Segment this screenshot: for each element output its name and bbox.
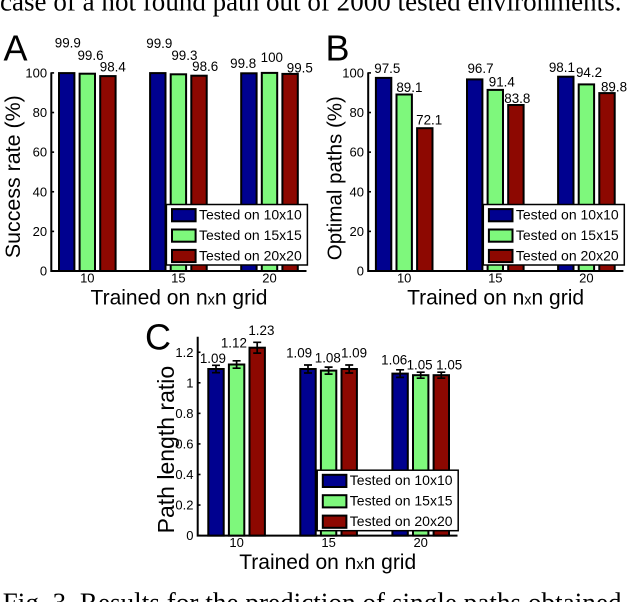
svg-text:83.8: 83.8 [504,91,530,106]
svg-text:Trained on nxn grid: Trained on nxn grid [239,551,416,574]
svg-text:Optimal paths (%): Optimal paths (%) [324,96,347,260]
svg-text:10: 10 [80,271,94,286]
svg-text:94.2: 94.2 [576,65,602,80]
svg-text:99.9: 99.9 [55,36,81,51]
svg-text:80: 80 [33,105,47,120]
svg-text:20: 20 [33,224,47,239]
svg-text:0: 0 [357,264,364,279]
svg-text:80: 80 [350,105,364,120]
svg-text:100: 100 [25,66,47,81]
svg-text:100: 100 [342,66,364,81]
svg-text:Tested on 10x10: Tested on 10x10 [350,472,453,488]
svg-text:99.6: 99.6 [77,48,103,63]
svg-text:1: 1 [186,375,193,390]
svg-text:99.3: 99.3 [171,48,197,63]
svg-text:Tested on 15x15: Tested on 15x15 [516,227,619,243]
svg-text:A: A [4,28,28,69]
svg-text:1.08: 1.08 [315,350,341,365]
svg-text:89.1: 89.1 [396,80,422,95]
svg-text:98.1: 98.1 [549,60,575,75]
svg-text:10: 10 [229,535,243,550]
svg-text:1.09: 1.09 [341,346,367,361]
svg-text:Tested on 10x10: Tested on 10x10 [199,207,302,223]
svg-text:99.8: 99.8 [230,56,256,71]
svg-text:Tested on 15x15: Tested on 15x15 [350,493,453,509]
svg-text:20: 20 [350,224,364,239]
svg-text:10: 10 [397,271,411,286]
svg-text:1.2: 1.2 [175,345,193,360]
svg-text:20: 20 [262,271,276,286]
svg-text:case of a not found path out o: case of a not found path out of 2000 tes… [0,0,622,17]
svg-text:1.09: 1.09 [286,346,312,361]
svg-text:15: 15 [171,271,185,286]
svg-text:60: 60 [33,145,47,160]
svg-text:Tested on 10x10: Tested on 10x10 [516,207,619,223]
svg-text:0.2: 0.2 [175,498,193,513]
svg-text:0: 0 [40,264,47,279]
svg-text:Trained on nxn grid: Trained on nxn grid [407,287,584,310]
svg-text:Trained on nxn grid: Trained on nxn grid [91,287,268,310]
svg-text:98.4: 98.4 [100,59,127,74]
svg-text:72.1: 72.1 [416,113,442,128]
svg-text:91.4: 91.4 [489,75,516,90]
svg-text:97.5: 97.5 [374,61,400,76]
svg-text:1.05: 1.05 [407,358,433,373]
svg-text:1.05: 1.05 [436,358,462,373]
svg-text:1.06: 1.06 [381,352,407,367]
svg-text:Success rate (%): Success rate (%) [1,95,25,258]
svg-text:1.23: 1.23 [248,323,274,338]
svg-text:Tested on 20x20: Tested on 20x20 [350,513,453,529]
svg-text:1.12: 1.12 [221,336,247,351]
svg-text:99.5: 99.5 [287,60,313,75]
svg-text:20: 20 [579,271,593,286]
svg-text:Path length ratio: Path length ratio [153,366,179,534]
svg-text:1.09: 1.09 [200,351,226,366]
svg-text:40: 40 [350,184,364,199]
svg-text:0.4: 0.4 [175,467,193,482]
svg-text:89.8: 89.8 [601,80,627,95]
svg-text:99.9: 99.9 [146,36,172,51]
svg-text:Tested on 15x15: Tested on 15x15 [199,227,302,243]
svg-text:40: 40 [33,184,47,199]
svg-text:B: B [326,28,350,69]
svg-text:Fig. 3. Results for the predic: Fig. 3. Results for the prediction of si… [3,588,622,602]
svg-text:0.8: 0.8 [175,406,193,421]
svg-text:Tested on 20x20: Tested on 20x20 [516,247,619,263]
svg-text:100: 100 [261,50,283,65]
svg-text:15: 15 [488,271,502,286]
svg-text:20: 20 [413,535,427,550]
svg-text:60: 60 [350,145,364,160]
svg-text:98.6: 98.6 [192,59,218,74]
svg-text:0.6: 0.6 [175,437,193,452]
svg-text:C: C [145,316,171,357]
svg-text:15: 15 [321,535,335,550]
svg-text:96.7: 96.7 [467,61,493,76]
svg-text:0: 0 [186,528,193,543]
svg-text:Tested on 20x20: Tested on 20x20 [199,247,302,263]
